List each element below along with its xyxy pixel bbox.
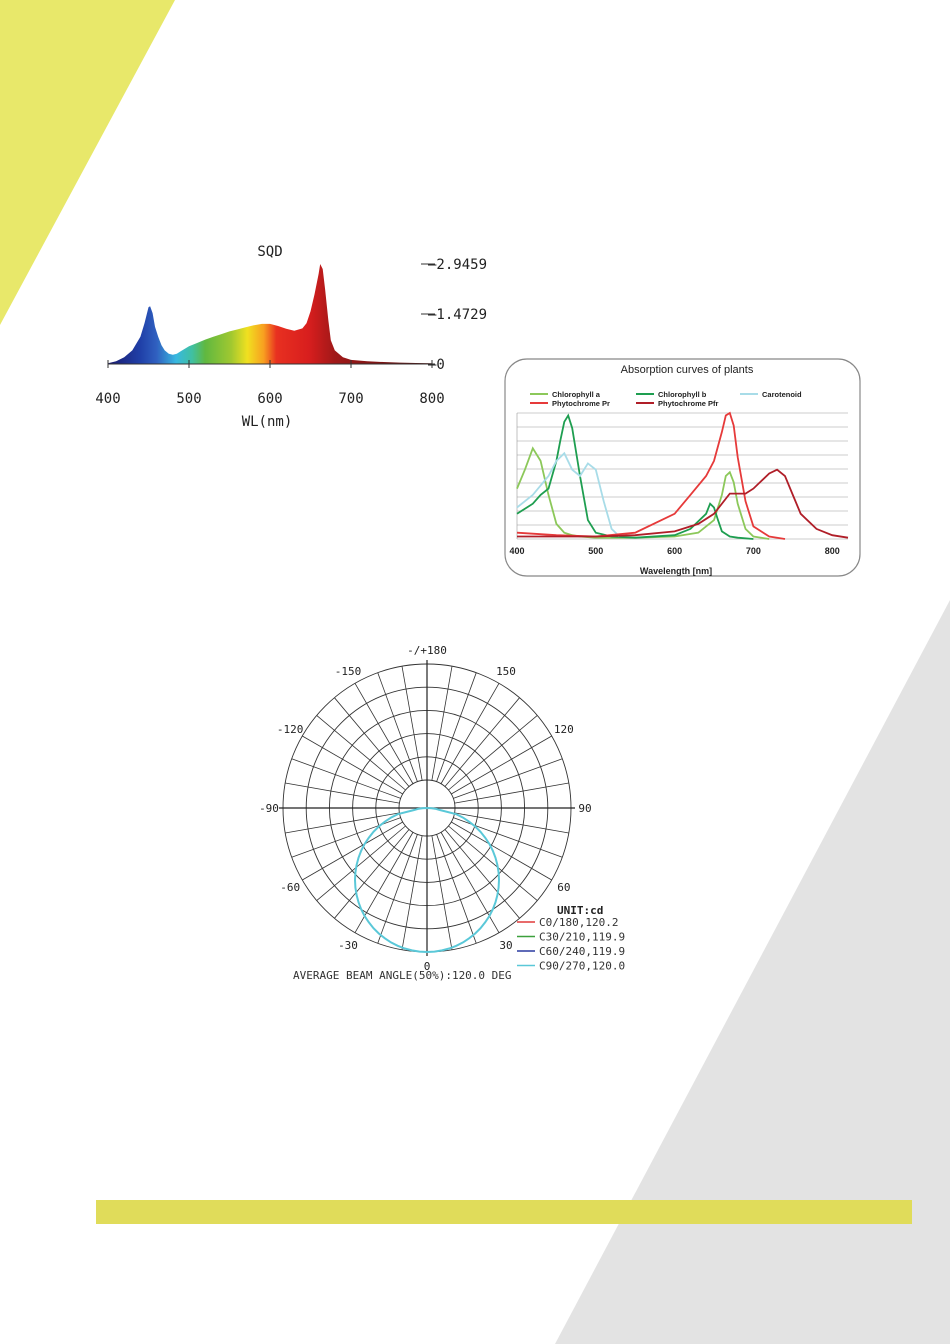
beam-curve [353, 807, 501, 954]
absorption-x-tick-label: 500 [588, 546, 603, 556]
polar-spoke [354, 683, 414, 784]
absorption-legend-label: Carotenoid [762, 390, 802, 399]
polar-legend-label: C90/270,120.0 [539, 960, 625, 973]
polar-spoke [431, 835, 453, 950]
spectrum-chart: SQD 400 500 600 700 800 —2.9459 —1.4729 —0 WL(… [95, 244, 487, 430]
polar-spoke [302, 821, 403, 881]
polar-angle-label: -90 [259, 802, 279, 815]
absorption-legend-label: Phytochrome Pfr [658, 399, 719, 408]
polar-angle-label: 0 [424, 960, 431, 973]
polar-spoke [444, 697, 520, 787]
absorption-series-line [517, 468, 849, 539]
absorption-legend-label: Phytochrome Pr [552, 399, 610, 408]
spectrum-area [108, 264, 432, 364]
spectrum-y-tick-label: —0 [428, 357, 445, 373]
bottom-accent-bar [96, 1200, 912, 1224]
spectrum-y-tick-label: —2.9459 [428, 257, 487, 273]
polar-spoke [334, 697, 410, 787]
polar-angle-label: 120 [554, 723, 574, 736]
polar-spoke [316, 715, 406, 791]
beam-angle-chart: -/+180 150 120 90 60 30 0 -30 -60 -90 -120 -150 UNI… [259, 644, 625, 982]
polar-spoke [377, 672, 418, 782]
polar-spoke [291, 817, 401, 858]
beam-angle-footer: AVERAGE BEAM ANGLE(50%):120.0 DEG [293, 969, 512, 982]
absorption-chart: Absorption curves of plants Chlorophyll … [504, 358, 861, 577]
polar-angle-label: 150 [496, 665, 516, 678]
polar-spoke [453, 758, 563, 799]
spectrum-title: SQD [257, 244, 282, 260]
absorption-x-tick-label: 700 [746, 546, 761, 556]
polar-spoke [401, 666, 423, 781]
polar-spoke [451, 821, 552, 881]
absorption-legend-label: Chlorophyll a [552, 390, 601, 399]
polar-spoke [377, 834, 418, 944]
gray-corner-shape [555, 600, 950, 1344]
spectrum-x-tick-label: 800 [419, 391, 444, 407]
spectrum-x-tick-label: 600 [257, 391, 282, 407]
absorption-x-tick-label: 800 [825, 546, 840, 556]
polar-spoke [436, 834, 477, 944]
spectrum-x-tick-label: 400 [95, 391, 120, 407]
polar-angle-label: -60 [280, 881, 300, 894]
polar-angle-label: -30 [338, 939, 358, 952]
polar-spoke [285, 812, 400, 834]
polar-angle-label: 90 [578, 802, 591, 815]
absorption-series-line [516, 413, 754, 540]
polar-legend-label: C30/210,119.9 [539, 931, 625, 944]
spectrum-x-tick-label: 700 [338, 391, 363, 407]
polar-angle-label: 30 [499, 939, 512, 952]
spectrum-x-tick-label: 500 [176, 391, 201, 407]
polar-spoke [334, 829, 410, 919]
polar-spoke [316, 825, 406, 901]
absorption-x-tick-label: 400 [509, 546, 524, 556]
polar-spoke [448, 825, 538, 901]
polar-spoke [454, 782, 569, 804]
polar-spoke [285, 782, 400, 804]
polar-legend-label: C60/240,119.9 [539, 945, 625, 958]
polar-unit-label: UNIT:cd [557, 904, 603, 917]
polar-spoke [454, 812, 569, 834]
polar-angle-label: -120 [277, 723, 304, 736]
polar-spoke [453, 817, 563, 858]
yellow-corner-shape [0, 0, 175, 325]
absorption-legend-label: Chlorophyll b [658, 390, 707, 399]
polar-angle-label: -150 [335, 665, 362, 678]
polar-angle-label: 60 [557, 881, 570, 894]
polar-legend-label: C0/180,120.2 [539, 916, 618, 929]
absorption-x-tick-label: 600 [667, 546, 682, 556]
polar-spoke [401, 835, 423, 950]
polar-angle-label: -/+180 [407, 644, 447, 657]
absorption-x-axis-label: Wavelength [nm] [640, 566, 712, 576]
absorption-title: Absorption curves of plants [621, 364, 754, 376]
polar-spoke [431, 666, 453, 781]
polar-spoke [451, 735, 552, 795]
polar-spoke [440, 683, 500, 784]
absorption-series-line [516, 411, 786, 540]
spectrum-x-axis-label: WL(nm) [242, 414, 293, 430]
polar-spoke [444, 829, 520, 919]
polar-spoke [291, 758, 401, 799]
polar-spoke [302, 735, 403, 795]
polar-spoke [448, 715, 538, 791]
spectrum-y-tick-label: —1.4729 [428, 307, 487, 323]
absorption-series-line [516, 451, 621, 538]
polar-spoke [436, 672, 477, 782]
